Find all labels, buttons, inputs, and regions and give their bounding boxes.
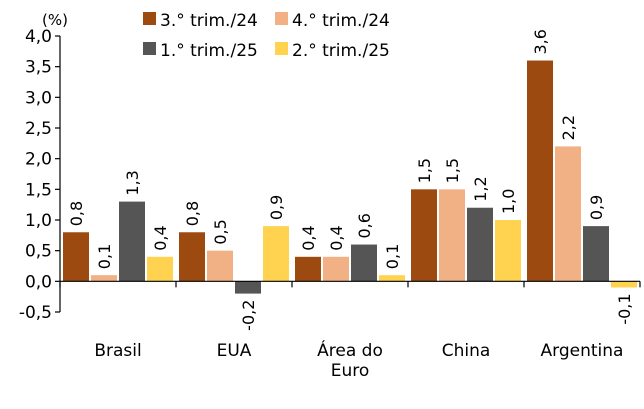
y-tick-label: 3,5: [25, 58, 52, 78]
bar: [611, 281, 637, 288]
bar: [63, 232, 89, 282]
bar: [207, 250, 233, 282]
data-label: 0,8: [67, 201, 86, 226]
data-label: 0,4: [327, 225, 346, 250]
bar: [439, 189, 465, 282]
bar: [263, 226, 289, 282]
bar: [467, 207, 493, 282]
bar: [147, 256, 173, 282]
data-label: 2,2: [559, 115, 578, 140]
legend-swatch: [275, 12, 288, 25]
bar: [351, 244, 377, 282]
category-label: EUA: [217, 341, 252, 361]
bar: [295, 256, 321, 282]
legend-label: 4.° trim./24: [292, 11, 390, 31]
data-label: -0,1: [615, 293, 634, 324]
legend-label: 3.° trim./24: [160, 11, 258, 31]
bar: [119, 201, 145, 282]
bar: [527, 60, 553, 282]
data-label: 0,9: [267, 195, 286, 220]
data-label: -0,2: [239, 300, 258, 331]
category-label: Argentina: [541, 341, 624, 361]
legend-label: 2.° trim./25: [292, 41, 390, 61]
y-tick-label: -0,5: [19, 303, 52, 323]
data-label: 0,8: [183, 201, 202, 226]
legend-swatch: [143, 12, 156, 25]
category-label: Euro: [331, 361, 370, 381]
data-label: 0,9: [587, 195, 606, 220]
data-label: 0,4: [299, 225, 318, 250]
y-tick-label: 0,0: [25, 272, 52, 292]
bar: [235, 281, 261, 294]
bar: [411, 189, 437, 282]
data-label: 0,1: [383, 244, 402, 269]
bar: [179, 232, 205, 282]
category-label: China: [442, 341, 491, 361]
y-tick-label: 2,5: [25, 119, 52, 139]
data-label: 0,5: [211, 219, 230, 244]
legend-label: 1.° trim./25: [160, 41, 258, 61]
legend-swatch: [275, 42, 288, 55]
y-axis: 4,0 3,5 3,0 2,5 2,0 1,5 1,0 0,5 0,0 -0,5: [19, 27, 61, 323]
y-tick-label: 2,0: [25, 150, 52, 170]
data-labels: 0,8 0,1 1,3 0,4 0,8 0,5 -0,2 0,9 0,4 0,4 0,6 0,1 1,5…: [67, 29, 634, 331]
data-label: 1,2: [471, 176, 490, 201]
bar: [323, 256, 349, 282]
category-label: Área do: [317, 339, 383, 361]
y-tick-label: 4,0: [25, 27, 52, 47]
category-label: Brasil: [94, 341, 141, 361]
bar: [555, 146, 581, 282]
data-label: 0,4: [151, 225, 170, 250]
y-tick-label: 1,5: [25, 180, 52, 200]
y-tick-label: 1,0: [25, 211, 52, 231]
legend-swatch: [143, 42, 156, 55]
data-label: 1,0: [499, 189, 518, 214]
bars: [63, 60, 637, 294]
data-label: 1,5: [415, 158, 434, 183]
data-label: 0,1: [95, 244, 114, 269]
data-label: 0,6: [355, 213, 374, 238]
y-tick-label: 0,5: [25, 242, 52, 262]
bar: [379, 275, 405, 282]
data-label: 1,3: [123, 170, 142, 195]
y-tick-label: 3,0: [25, 88, 52, 108]
bar: [91, 275, 117, 282]
data-label: 3,6: [531, 29, 550, 54]
bar: [583, 226, 609, 282]
data-label: 1,5: [443, 158, 462, 183]
legend: 3.° trim./24 4.° trim./24 1.° trim./25 2.° …: [143, 11, 390, 61]
bar: [495, 220, 521, 282]
y-axis-unit-label: (%): [42, 11, 68, 29]
